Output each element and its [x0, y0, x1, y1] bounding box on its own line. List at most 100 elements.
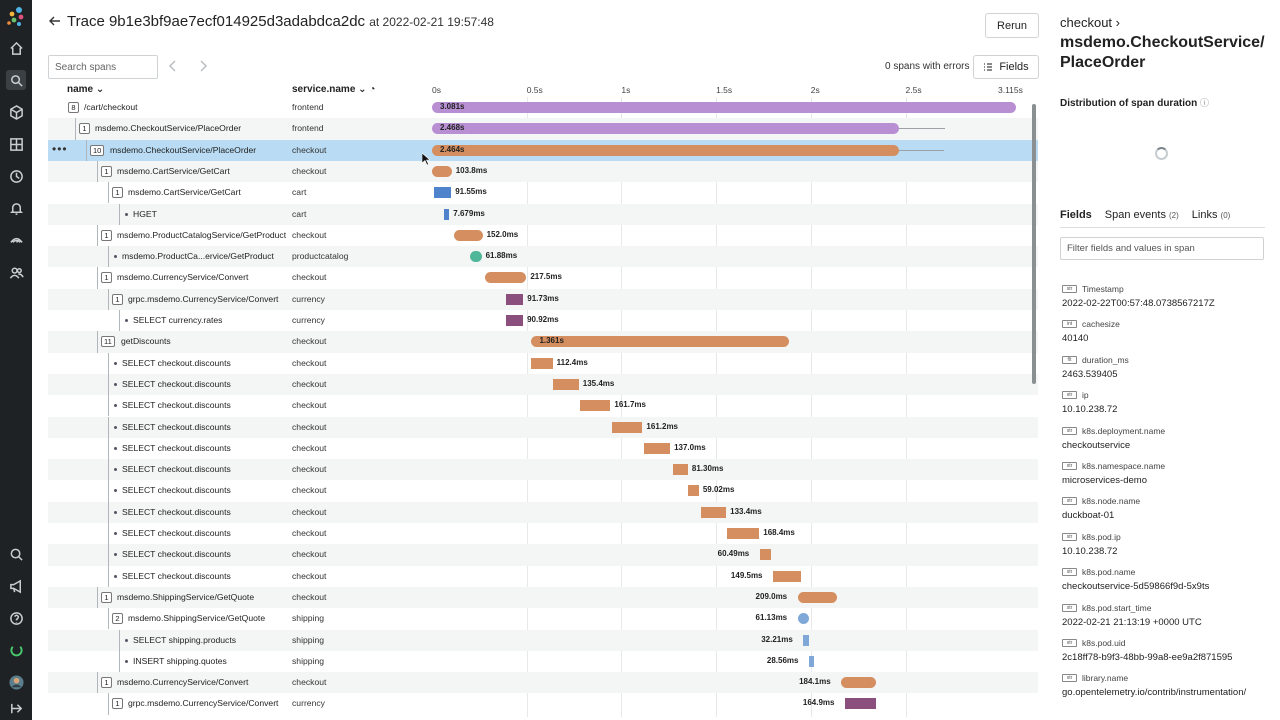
tab-links[interactable]: Links (0) [1191, 209, 1231, 221]
field-item[interactable]: str k8s.pod.ip 10.10.238.72 [1062, 532, 1272, 567]
span-bar[interactable] [687, 485, 699, 497]
span-bar[interactable] [432, 165, 452, 177]
next-result-icon[interactable] [196, 59, 210, 73]
span-row[interactable]: SELECT checkout.discounts checkout 149.5ms [48, 565, 1038, 587]
span-bar[interactable] [505, 293, 524, 305]
span-row[interactable]: msdemo.ProductCa...ervice/GetProduct prod… [48, 246, 1038, 268]
child-count-badge[interactable]: 1 [112, 698, 123, 710]
field-item[interactable]: str ip 10.10.238.72 [1062, 390, 1272, 425]
span-row[interactable]: SELECT checkout.discounts checkout 137.0ms [48, 437, 1038, 460]
span-bar[interactable] [772, 570, 802, 582]
home-icon[interactable] [6, 38, 26, 58]
span-row[interactable]: SELECT checkout.discounts checkout 161.7ms [48, 395, 1038, 417]
child-count-badge[interactable]: 2 [112, 613, 123, 625]
team-icon[interactable] [6, 262, 26, 282]
panel-service-link[interactable]: checkout › [1060, 15, 1121, 30]
search-spans-input[interactable] [48, 55, 158, 79]
triggers-bell-icon[interactable] [6, 198, 26, 218]
collapse-sidebar-icon[interactable] [6, 698, 26, 718]
span-row[interactable]: SELECT checkout.discounts checkout 168.4ms [48, 523, 1038, 545]
span-row[interactable]: 1 grpc.msdemo.CurrencyService/Convert curr… [48, 288, 1038, 310]
info-icon[interactable]: ⓘ [1200, 98, 1210, 108]
slo-icon[interactable] [6, 230, 26, 250]
span-bar[interactable] [841, 677, 876, 689]
tab-fields[interactable]: Fields [1060, 209, 1092, 221]
span-row[interactable]: SELECT checkout.discounts checkout 161.2ms [48, 416, 1038, 438]
span-bar[interactable] [433, 187, 452, 199]
child-count-badge[interactable]: 11 [101, 336, 115, 348]
span-row[interactable]: 1 msdemo.CurrencyService/Convert checkout 2… [48, 267, 1038, 289]
span-bar[interactable] [797, 613, 810, 625]
span-bar[interactable] [485, 272, 527, 284]
span-bar[interactable] [808, 655, 815, 667]
span-bar[interactable] [759, 549, 772, 561]
fields-button[interactable]: Fields [973, 55, 1039, 79]
span-list-scrollbar[interactable] [1032, 104, 1036, 384]
field-item[interactable]: str Timestamp 2022-02-22T00:57:48.07385672… [1062, 284, 1272, 319]
field-item[interactable]: str k8s.node.name duckboat-01 [1062, 496, 1272, 531]
history-icon[interactable] [6, 166, 26, 186]
child-count-badge[interactable]: 1 [101, 272, 112, 284]
search-icon[interactable] [6, 544, 26, 564]
span-bar[interactable] [432, 123, 900, 135]
span-bar[interactable] [803, 634, 810, 646]
child-count-badge[interactable]: 8 [68, 102, 79, 113]
span-bar[interactable] [727, 528, 760, 539]
span-bar[interactable] [700, 506, 727, 518]
child-count-badge[interactable]: 1 [101, 229, 112, 241]
span-row[interactable]: SELECT checkout.discounts checkout 112.4ms [48, 352, 1038, 374]
back-arrow-icon[interactable] [48, 14, 62, 28]
field-item[interactable]: str k8s.deployment.name checkoutservice [1062, 426, 1272, 461]
span-bar[interactable] [579, 400, 611, 412]
span-row[interactable]: SELECT checkout.discounts checkout 60.49ms [48, 544, 1038, 566]
span-bar[interactable] [553, 378, 579, 390]
status-ring-icon[interactable] [6, 640, 26, 660]
service-column-header[interactable]: service.name ⌄ ◔ [292, 84, 376, 95]
child-count-badge[interactable]: 10 [90, 144, 105, 156]
query-icon[interactable] [6, 70, 26, 90]
span-bar[interactable] [432, 144, 899, 156]
child-count-badge[interactable]: 1 [112, 187, 123, 199]
span-row[interactable]: SELECT currency.rates currency 90.92ms [48, 310, 1038, 332]
span-row[interactable]: 1 msdemo.ShippingService/GetQuote checkout… [48, 586, 1038, 609]
span-bar[interactable] [469, 251, 482, 263]
span-bar[interactable] [844, 698, 877, 710]
span-row[interactable]: 8/cart/checkout frontend 3.081s [48, 97, 1038, 118]
child-count-badge[interactable]: 1 [112, 293, 123, 305]
child-count-badge[interactable]: 1 [101, 677, 112, 689]
span-bar[interactable] [444, 208, 450, 220]
span-row[interactable]: 1 msdemo.ProductCatalogService/GetProduct… [48, 224, 1038, 247]
span-bar[interactable] [672, 464, 688, 476]
announcements-megaphone-icon[interactable] [6, 576, 26, 596]
datasets-cube-icon[interactable] [6, 102, 26, 122]
span-bar[interactable] [432, 102, 1016, 113]
span-row[interactable]: 1 msdemo.CheckoutService/PlaceOrder fronte… [48, 118, 1038, 140]
span-row[interactable]: HGET cart 7.679ms [48, 203, 1038, 225]
span-bar[interactable] [453, 229, 483, 241]
field-item[interactable]: int cachesize 40140 [1062, 319, 1272, 354]
span-row[interactable]: INSERT shipping.quotes shipping 28.56ms [48, 650, 1038, 673]
field-item[interactable]: str k8s.pod.start_time 2022-02-21 21:13:19… [1062, 603, 1272, 638]
span-row[interactable]: 1 msdemo.CartService/GetCart checkout 103.8… [48, 160, 1038, 183]
field-item[interactable]: str k8s.namespace.name microservices-demo [1062, 461, 1272, 496]
span-row[interactable]: SELECT checkout.discounts checkout 81.30ms [48, 459, 1038, 481]
span-bar[interactable] [531, 336, 790, 348]
field-item[interactable]: str k8s.pod.name checkoutservice-5d59866f9… [1062, 567, 1272, 602]
span-bar[interactable] [611, 421, 643, 433]
boards-icon[interactable] [6, 134, 26, 154]
span-bar[interactable] [644, 442, 671, 454]
previous-result-icon[interactable] [166, 59, 180, 73]
span-bar[interactable] [505, 315, 524, 326]
rerun-button[interactable]: Rerun [985, 13, 1039, 38]
field-item[interactable]: flt duration_ms 2463.539405 [1062, 355, 1272, 390]
child-count-badge[interactable]: 1 [101, 165, 112, 177]
help-icon[interactable] [6, 608, 26, 628]
name-column-header[interactable]: name ⌄ [67, 84, 105, 95]
span-row[interactable]: SELECT checkout.discounts checkout 133.4ms [48, 501, 1038, 523]
span-row[interactable]: ••• 10 msdemo.CheckoutService/PlaceOrder ch… [48, 139, 1038, 161]
tab-span-events[interactable]: Span events (2) [1104, 209, 1179, 221]
span-row[interactable]: 1 msdemo.CurrencyService/Convert checkout 1… [48, 672, 1038, 694]
row-actions-icon[interactable]: ••• [52, 141, 68, 156]
span-row[interactable]: 1 msdemo.CartService/GetCart cart 91.55ms [48, 182, 1038, 204]
span-row[interactable]: SELECT checkout.discounts checkout 135.4ms [48, 373, 1038, 396]
